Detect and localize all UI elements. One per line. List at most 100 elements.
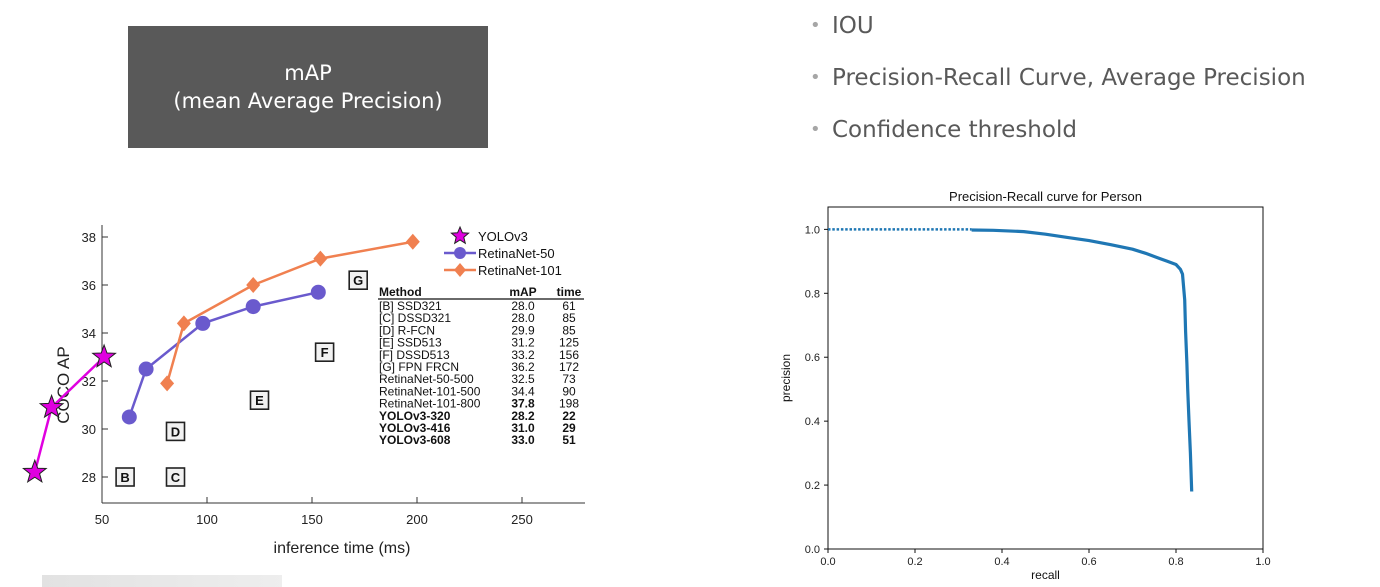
pr-chart-title: Precision-Recall curve for Person bbox=[949, 189, 1142, 204]
table-cell: 28.0 bbox=[511, 299, 535, 313]
table-cell: [E] SSD513 bbox=[379, 336, 442, 350]
pr-x-tick-label: 0.2 bbox=[907, 556, 922, 568]
table-cell: 198 bbox=[559, 397, 579, 411]
table-cell: [G] FPN FRCN bbox=[379, 360, 459, 374]
table-cell: 36.2 bbox=[511, 360, 535, 374]
bullet-dot-icon: • bbox=[810, 67, 821, 88]
table-cell: 61 bbox=[562, 299, 576, 313]
table-cell: YOLOv3-608 bbox=[379, 433, 451, 447]
method-box-label: E bbox=[255, 393, 264, 408]
table-cell: 85 bbox=[562, 323, 576, 337]
retinanet-101-marker bbox=[246, 277, 261, 293]
table-cell: 29.9 bbox=[511, 323, 535, 337]
legend-yolo-icon bbox=[450, 225, 470, 245]
retinanet-50-marker bbox=[245, 299, 261, 315]
y-tick-label: 34 bbox=[82, 326, 96, 341]
bullet-dot-icon: • bbox=[810, 119, 821, 140]
legend-diamond-icon bbox=[454, 263, 466, 277]
bullet-dot-icon: • bbox=[810, 15, 821, 36]
table-cell: 172 bbox=[559, 360, 579, 374]
bullet-list: • IOU • Precision-Recall Curve, Average Pr… bbox=[810, 0, 1306, 156]
method-box-label: C bbox=[171, 470, 181, 485]
x-axis-title: inference time (ms) bbox=[274, 540, 411, 557]
x-tick-label: 50 bbox=[95, 512, 109, 527]
series-line-retinanet-101 bbox=[165, 240, 414, 384]
pr-y-tick-label: 0.2 bbox=[805, 480, 820, 492]
retinanet-101-marker bbox=[405, 233, 420, 250]
table-cell: 31.2 bbox=[511, 336, 535, 350]
retinanet-50-marker bbox=[121, 409, 137, 425]
pr-curve-line bbox=[971, 228, 1194, 492]
table-header-cell: Method bbox=[379, 285, 422, 299]
method-box-c bbox=[165, 467, 186, 487]
table-cell: 156 bbox=[559, 348, 579, 362]
table-cell: 33.2 bbox=[511, 348, 535, 362]
table-cell: 28.2 bbox=[511, 409, 535, 423]
method-box-label: B bbox=[120, 470, 129, 485]
bullet-text: Precision-Recall Curve, Average Precisio… bbox=[832, 65, 1306, 91]
precision-recall-chart: Precision-Recall curve for Person 0.0 0.2 0… bbox=[779, 189, 1271, 582]
x-tick-label: 250 bbox=[511, 512, 533, 527]
method-box-label: G bbox=[353, 273, 363, 288]
table-cell: 31.0 bbox=[511, 421, 535, 435]
x-tick-label: 200 bbox=[406, 512, 428, 527]
y-tick-label: 38 bbox=[82, 230, 96, 245]
retinanet-50-marker bbox=[310, 284, 326, 300]
table-cell: RetinaNet-101-500 bbox=[379, 384, 481, 398]
pr-y-tick-label: 0.4 bbox=[805, 416, 820, 428]
table-cell: 29 bbox=[562, 421, 576, 435]
pr-x-tick-label: 0.0 bbox=[820, 556, 835, 568]
x-tick-label: 100 bbox=[196, 512, 218, 527]
table-cell: RetinaNet-50-500 bbox=[379, 372, 474, 386]
method-box-b bbox=[115, 467, 135, 487]
table-cell: [D] R-FCN bbox=[379, 323, 435, 337]
pr-y-tick-label: 0.0 bbox=[805, 544, 820, 556]
bullet-text: IOU bbox=[832, 13, 874, 39]
table-cell: [F] DSSD513 bbox=[379, 348, 450, 362]
retinanet-101-marker bbox=[160, 375, 175, 392]
table-cell: RetinaNet-101-800 bbox=[379, 397, 481, 411]
retinanet-101-marker bbox=[313, 250, 328, 267]
table-cell: 51 bbox=[562, 433, 576, 447]
table-cell: 22 bbox=[562, 409, 576, 423]
pr-plot-frame bbox=[827, 206, 1264, 550]
blurred-caption bbox=[42, 575, 282, 587]
pr-y-tick-label: 0.8 bbox=[805, 288, 820, 300]
pr-y-tick-label: 0.6 bbox=[805, 352, 820, 364]
bullet-item: • IOU bbox=[810, 0, 1306, 52]
yolo-star-marker bbox=[22, 458, 48, 484]
method-box-e bbox=[249, 390, 270, 410]
table-cell: 33.0 bbox=[511, 433, 535, 447]
bullet-text: Confidence threshold bbox=[832, 117, 1077, 143]
pr-x-tick-label: 0.6 bbox=[1081, 556, 1096, 568]
legend-circle-icon bbox=[454, 247, 466, 259]
table-header-cell: time bbox=[557, 285, 582, 299]
pr-x-tick-label: 1.0 bbox=[1255, 556, 1270, 568]
legend-label: RetinaNet-50 bbox=[478, 246, 555, 261]
title-box: mAP (mean Average Precision) bbox=[128, 26, 488, 148]
yolo-star-marker bbox=[38, 393, 65, 419]
table-cell: 73 bbox=[562, 372, 576, 386]
bullet-item: • Confidence threshold bbox=[810, 104, 1306, 156]
y-tick-label: 30 bbox=[82, 422, 96, 437]
table-cell: YOLOv3-416 bbox=[379, 421, 451, 435]
method-box-g bbox=[348, 270, 369, 290]
series-line-retinanet-50 bbox=[128, 290, 319, 418]
table-header-cell: mAP bbox=[509, 285, 536, 299]
retinanet-50-marker bbox=[195, 315, 211, 331]
y-tick-label: 36 bbox=[82, 278, 96, 293]
method-box-label: D bbox=[171, 424, 180, 439]
yolo-comparison-chart: 28 30 32 34 36 38 50 100 150 200 250 inference time… bbox=[22, 225, 585, 557]
method-box-d bbox=[165, 421, 186, 442]
table-cell: 34.4 bbox=[511, 384, 535, 398]
legend-label: RetinaNet-101 bbox=[478, 263, 562, 278]
method-box-label: F bbox=[321, 345, 329, 360]
table-cell: 90 bbox=[562, 384, 576, 398]
table-cell: [C] DSSD321 bbox=[379, 311, 451, 325]
title-line-2: (mean Average Precision) bbox=[173, 89, 443, 113]
table-cell: 28.0 bbox=[511, 311, 535, 325]
yolo-star-marker bbox=[91, 343, 117, 368]
y-tick-label: 28 bbox=[82, 470, 96, 485]
y-tick-label: 32 bbox=[82, 374, 96, 389]
pr-y-axis-title: precision bbox=[779, 354, 793, 402]
